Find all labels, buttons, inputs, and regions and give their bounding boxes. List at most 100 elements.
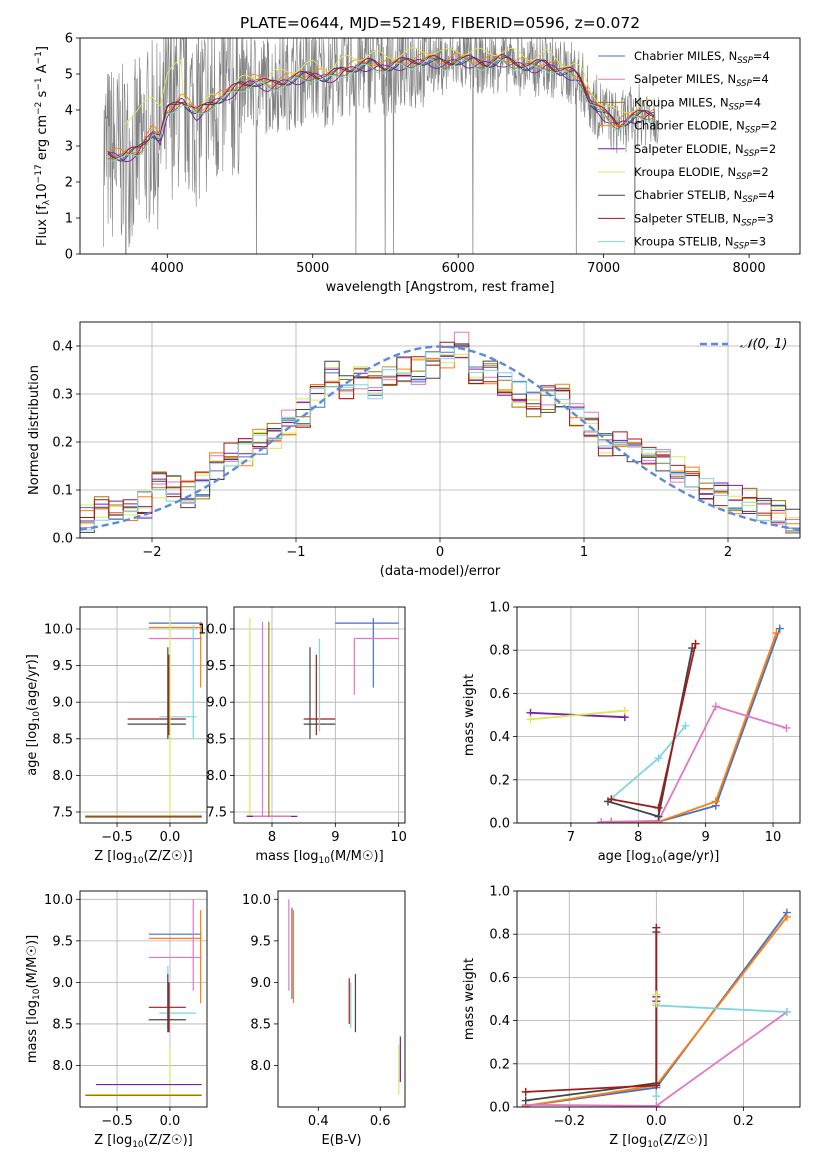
spectrum-xtick-label-4: 8000 [733,261,766,276]
spectrum-xtick-label-2: 6000 [442,261,475,276]
massweight_vs_Z-xtick-label-2: 0.2 [733,1114,754,1129]
age_vs_Z-xlabel: Z [log10(Z/Z☉)] [94,849,192,866]
spectrum-model-line-7 [107,53,655,159]
mass_vs_Z-ytick-label-4: 10.0 [44,893,73,908]
age_vs_Z-xtick-label-1: 0.0 [160,830,181,845]
spectrum-xtick-label-0: 4000 [151,261,184,276]
massweight_vs_age-marker-7-0 [526,715,535,724]
mass_vs_ebv-ytick-label-3: 9.5 [250,934,271,949]
spectrum-ytick-label-1: 1 [65,212,73,227]
massweight_vs_Z-marker-1-2 [782,912,791,921]
age_vs_Z-ytick-label-0: 7.5 [52,806,73,821]
spectrum-legend-label-8: Kroupa STELIB, NSSP=3 [634,235,766,252]
massweight_vs_age-series-0 [611,628,781,823]
massweight_vs_age-xlabel: age [log10(age/yr)] [598,849,720,866]
spectrum-ytick-label-0: 0 [65,248,73,263]
age_vs_Z-ytick-label-3: 9.0 [52,696,73,711]
mass_vs_Z-ytick-label-0: 8.0 [52,1059,73,1074]
massweight_vs_Z-marker-3-0 [652,1092,661,1101]
age_vs_mass-ytick-label-3: 9.0 [206,696,227,711]
frame-mass_vs_ebv [277,890,406,1108]
mass_vs_ebv-ytick-label-4: 10.0 [242,893,271,908]
axes-spectrum: 4000 5000 6000 7000 8000 0 1 2 3 4 5 6 [65,32,766,277]
massweight_vs_Z-ytick-label-1: 0.2 [489,1057,510,1072]
massweight_vs_age-xtick-label-2: 9 [702,830,710,845]
spectrum-ytick-label-6: 6 [65,32,73,47]
mass_vs_Z-ytick-label-1: 8.5 [52,1017,73,1032]
massweight_vs_age-marker-0-3 [775,624,784,633]
mass_vs_Z-xlabel: Z [log10(Z/Z☉)] [94,1133,192,1150]
massweight_vs_age-marker-2-0 [597,817,606,823]
massweight_vs_Z-ytick-label-5: 1.0 [489,885,510,900]
age_vs_mass-ytick-label-4: 9.5 [206,659,227,674]
massweight_vs_age-marker-3-1 [654,754,663,763]
age_vs_Z-ytick-label-1: 8.0 [52,769,73,784]
mass_vs_Z-ytick-label-2: 9.0 [52,976,73,991]
age_vs_Z-xtick-label-0: −0.5 [101,830,133,845]
spectrum-xtick-label-1: 5000 [296,261,329,276]
massweight_vs_Z-ytick-label-4: 0.8 [489,928,510,943]
spectrum-ylabel: Flux [fλ10−17 erg cm−2 s−1 A−1] [34,46,52,246]
spectrum-ytick-label-5: 5 [65,68,73,83]
massweight_vs_age-marker-4-1 [654,812,663,821]
age_vs_Z-ytick-label-4: 9.5 [52,659,73,674]
massweight_vs_age-marker-3-2 [681,721,690,730]
spectrum-legend-label-5: Kroupa ELODIE, NSSP=2 [634,165,769,182]
spectrum-ytick-label-2: 2 [65,176,73,191]
mass_vs_ebv-xtick-label-1: 0.6 [370,1114,391,1129]
mass_vs_ebv-ytick-label-2: 9.0 [250,976,271,991]
residual_hist-ytick-label-3: 0.3 [52,388,73,403]
axes-massweight_vs_age: 7 8 9 10 0.0 0.2 0.4 0.6 0.8 1.0 [489,601,800,845]
massweight_vs_age-xtick-label-3: 10 [765,830,782,845]
age_vs_mass-xtick-label-0: 8 [268,830,276,845]
residual_hist-xtick-label-1: −1 [286,545,305,560]
spectrum-legend-label-4: Salpeter ELODIE, NSSP=2 [634,142,776,159]
spectrum-xlabel: wavelength [Angstrom, rest frame] [326,280,555,295]
massweight_vs_age-ytick-label-2: 0.4 [489,730,510,745]
massweight_vs_Z-series-4 [525,932,658,1102]
mass_vs_ebv-xtick-label-0: 0.4 [308,1114,329,1129]
massweight_vs_Z-marker-7-0 [652,999,661,1008]
massweight_vs_age-series-2 [601,705,787,823]
massweight_vs_age-marker-5-2 [691,639,700,648]
mass_vs_ebv-ytick-label-0: 8.0 [250,1059,271,1074]
massweight_vs_Z-marker-5-1 [652,1081,661,1090]
massweight_vs_age-ytick-label-3: 0.6 [489,687,510,702]
mass_vs_Z-ylabel: mass [log10(M/M☉)] [25,935,42,1063]
spectrum-model-line-8 [107,58,655,162]
hist-legend-label: 𝒩(0, 1) [740,337,787,352]
massweight_vs_age-marker-7-1 [620,706,629,715]
frame-spectrum [79,37,801,255]
age_vs_mass-ytick-label-0: 7.5 [206,806,227,821]
massweight_vs_Z-marker-5-2 [652,923,661,932]
spectrum-title: PLATE=0644, MJD=52149, FIBERID=0596, z=0… [240,14,640,32]
massweight_vs_Z-marker-7-1 [652,990,661,999]
spectrum-xtick-label-3: 7000 [587,261,620,276]
spectrum-legend-label-7: Salpeter STELIB, NSSP=3 [634,211,774,228]
massweight_vs_age-series-1 [611,632,778,823]
age_vs_mass-xtick-label-2: 10 [390,830,407,845]
mass_vs_Z-xtick-label-0: −0.5 [101,1114,133,1129]
massweight_vs_age-series-7 [530,709,625,721]
frame-age_vs_Z [79,606,208,824]
residual_hist-ytick-label-0: 0.0 [52,532,73,547]
massweight_vs_age-marker-5-0 [607,795,616,804]
massweight_vs_Z-marker-4-0 [521,1096,530,1105]
residual_hist-ylabel: Normed distribution [27,365,42,495]
gaussian-curve [80,345,800,531]
mass_vs_Z-ytick-label-3: 9.5 [52,934,73,949]
massweight_vs_age-marker-2-2 [711,702,720,711]
residual_hist-ytick-label-1: 0.1 [52,484,73,499]
spectrum-model-line-6 [107,57,655,162]
massweight_vs_Z-marker-5-0 [521,1087,530,1096]
mass_vs_ebv-xlabel: E(B-V) [321,1133,361,1148]
massweight_vs_age-marker-2-3 [782,723,791,732]
massweight_vs_Z-ytick-label-3: 0.6 [489,971,510,986]
residual_hist-xtick-label-2: 0 [436,545,444,560]
massweight_vs_age-ytick-label-4: 0.8 [489,644,510,659]
massweight_vs_Z-xtick-label-0: −0.2 [553,1114,585,1129]
mass_vs_ebv-ytick-label-1: 8.5 [250,1017,271,1032]
axes-residual_hist: −2 −1 0 1 2 0.0 0.1 0.2 0.3 0.4 [52,322,800,560]
frame-residual_hist [79,321,801,539]
